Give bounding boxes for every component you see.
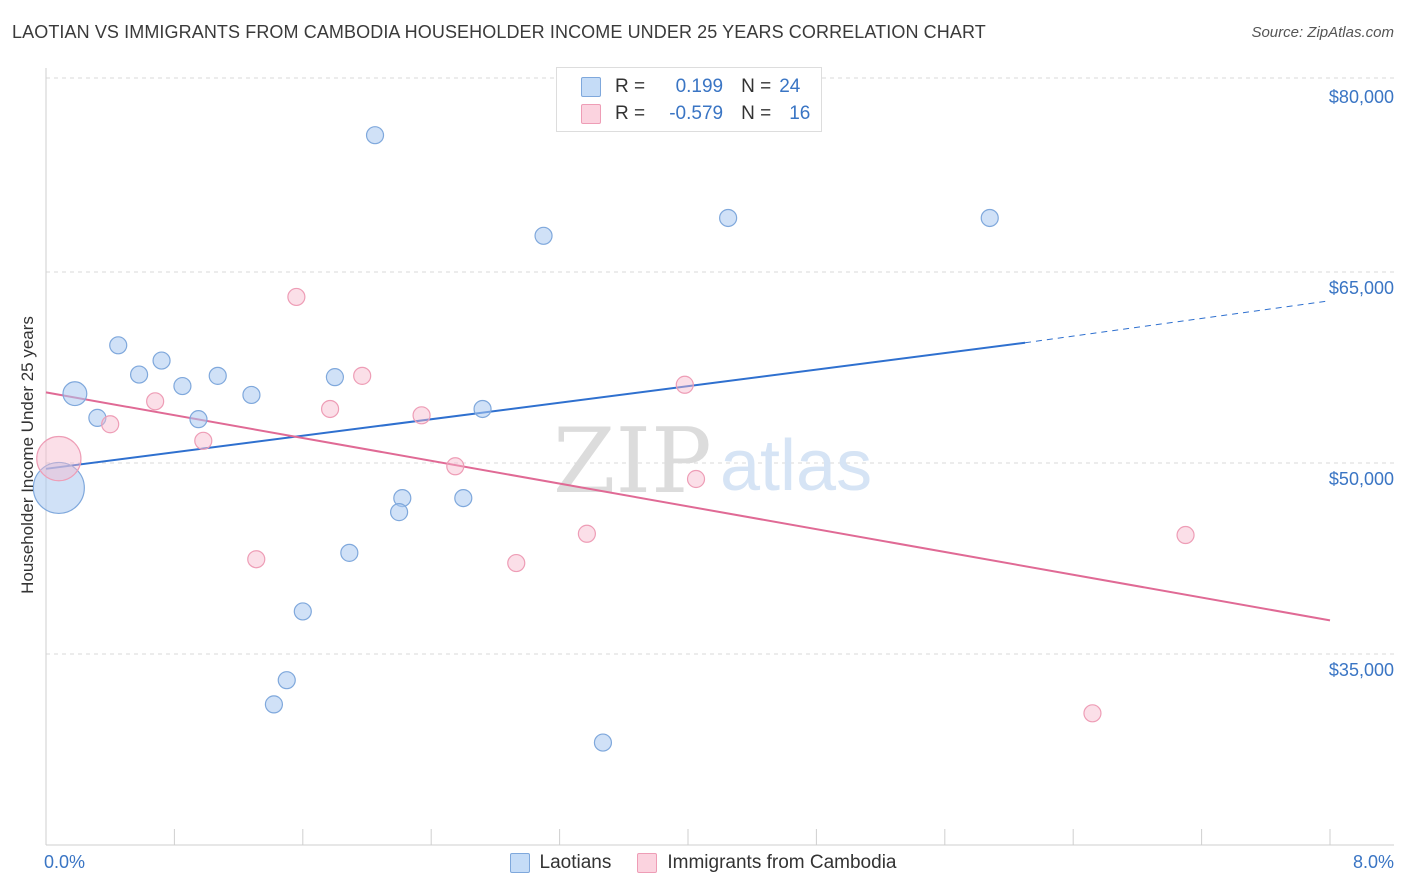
laotians-point xyxy=(208,366,227,385)
cambodia-legend-icon xyxy=(637,853,658,873)
laotians-point xyxy=(454,489,473,508)
cambodia-point xyxy=(194,431,213,450)
legend-r-label: R = xyxy=(615,76,646,97)
legend-item-laotians: Laotians xyxy=(509,852,612,874)
watermark-zip: ZIP xyxy=(553,409,712,514)
laotians-point xyxy=(173,376,192,396)
legend-row-laotians: R = 0.199 N = 24 xyxy=(581,74,800,100)
laotians-point xyxy=(325,368,344,387)
cambodia-point xyxy=(1176,525,1195,545)
y-tick-label: $35,000 xyxy=(1328,660,1394,680)
cambodia-point xyxy=(146,392,165,411)
laotians-point xyxy=(390,503,409,522)
source-label: Source: ZipAtlas.com xyxy=(1251,24,1394,41)
laotians-point xyxy=(242,385,261,405)
legend-r-value: 0.199 xyxy=(675,76,724,97)
laotians-point xyxy=(32,461,85,515)
laotians-legend-icon xyxy=(509,853,530,873)
cambodia-point xyxy=(446,457,465,476)
legend-row-cambodia: R = -0.579 N = 16 xyxy=(581,101,810,127)
laotians-point xyxy=(980,208,999,228)
y-tick-label: $80,000 xyxy=(1328,87,1394,107)
cambodia-point xyxy=(686,469,706,489)
legend-n-value: 16 xyxy=(789,103,811,124)
laotians-swatch-icon xyxy=(581,77,601,97)
cambodia-point xyxy=(412,406,431,425)
laotians-trend-extension xyxy=(1024,300,1331,344)
x-tick-max: 8.0% xyxy=(1352,852,1394,872)
legend-n-label: N = xyxy=(741,103,772,124)
legend-item-cambodia: Immigrants from Cambodia xyxy=(637,852,896,874)
legend-n-label: N = xyxy=(741,76,772,97)
laotians-point xyxy=(62,381,88,407)
correlation-legend: R = 0.199 N = 24 R = -0.579 N = 16 xyxy=(556,67,822,132)
y-axis-label: Householder Income Under 25 years xyxy=(18,316,37,594)
laotians-point xyxy=(473,399,492,419)
laotians-point xyxy=(264,695,284,714)
cambodia-point xyxy=(320,399,340,419)
laotians-point xyxy=(365,126,385,145)
laotians-point xyxy=(109,336,128,355)
y-tick-label: $50,000 xyxy=(1328,469,1394,489)
legend-n-value: 24 xyxy=(779,76,801,97)
cambodia-point xyxy=(353,366,372,385)
legend-label-cambodia: Immigrants from Cambodia xyxy=(667,852,897,873)
legend-label-laotians: Laotians xyxy=(539,852,612,873)
laotians-point xyxy=(189,410,208,429)
cambodia-point xyxy=(36,435,82,482)
legend-r-label: R = xyxy=(615,103,646,124)
laotians-point xyxy=(152,351,171,370)
laotians-point xyxy=(593,733,613,752)
trend-lines xyxy=(45,300,1331,622)
laotians-trend-line xyxy=(45,341,1026,470)
cambodia-point xyxy=(675,375,694,394)
cambodia-point xyxy=(101,415,120,434)
watermark-atlas: atlas xyxy=(720,426,872,506)
laotians-point xyxy=(719,208,738,228)
cambodia-point xyxy=(247,550,266,569)
laotians-point xyxy=(534,226,553,245)
cambodia-point xyxy=(287,287,306,307)
chart-title: LAOTIAN VS IMMIGRANTS FROM CAMBODIA HOUS… xyxy=(12,22,986,42)
laotians-point xyxy=(293,602,312,621)
cambodia-point xyxy=(577,524,596,543)
cambodia-point xyxy=(1083,704,1102,723)
laotians-point xyxy=(340,543,359,562)
axes xyxy=(45,68,1394,846)
watermark: ZIP atlas xyxy=(553,409,872,514)
laotians-point xyxy=(129,365,149,384)
series-legend: Laotians Immigrants from Cambodia xyxy=(0,852,1406,874)
x-tick-min: 0.0% xyxy=(44,852,86,872)
grid-lines xyxy=(46,77,1394,655)
legend-r-value: -0.579 xyxy=(669,103,724,124)
y-tick-label: $65,000 xyxy=(1328,278,1394,298)
data-points xyxy=(32,126,1195,752)
laotians-point xyxy=(277,671,296,690)
cambodia-trend-line xyxy=(45,391,1331,622)
cambodia-swatch-icon xyxy=(581,104,601,124)
cambodia-point xyxy=(507,553,526,573)
